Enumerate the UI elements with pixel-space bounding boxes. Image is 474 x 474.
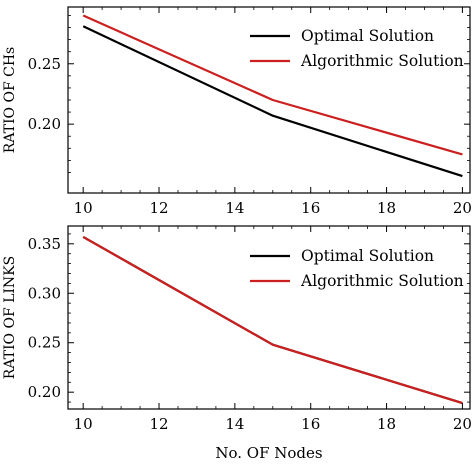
chart-panel-2: 10 12 14 16 18 20 0.20 0.25 0.30 0.35 RATIO OF LIN…: [2, 225, 472, 462]
legend-label-2: Algorithmic Solution: [300, 52, 464, 70]
x-tick-label: 20: [453, 199, 472, 217]
series-line-1: [82, 25, 463, 178]
y-tick-label: 0.20: [28, 115, 61, 133]
x-tick-label: 14: [225, 415, 244, 433]
x-axis-label: No. OF Nodes: [215, 444, 322, 462]
axes-frame: [67, 225, 471, 410]
chart-panel-1: 10 12 14 16 18 20 0.20 0.25 RATIO OF CHs Optimal …: [2, 6, 472, 217]
legend-label-1: Optimal Solution: [301, 247, 434, 265]
x-tick-label: 16: [301, 199, 320, 217]
x-tick-label: 14: [225, 199, 244, 217]
legend: Optimal Solution Algorithmic Solution: [250, 27, 464, 70]
x-tick-label: 16: [301, 415, 320, 433]
x-tick-label: 12: [149, 415, 168, 433]
x-tick-label: 10: [74, 415, 93, 433]
series-line-2: [82, 14, 463, 156]
y-tick-label: 0.25: [28, 334, 61, 352]
series-line-2: [82, 235, 463, 405]
y-tick-label: 0.35: [28, 235, 61, 253]
x-tick-label: 18: [377, 415, 396, 433]
y-tick-label: 0.20: [28, 383, 61, 401]
y-tick-label: 0.30: [28, 284, 61, 302]
legend-label-2: Algorithmic Solution: [300, 272, 464, 290]
legend-label-1: Optimal Solution: [301, 27, 434, 45]
x-tick-label: 10: [74, 199, 93, 217]
y-tick-label: 0.25: [28, 55, 61, 73]
y-axis-label: RATIO OF CHs: [2, 47, 18, 153]
y-axis-label: RATIO OF LINKS: [2, 256, 18, 379]
legend: Optimal Solution Algorithmic Solution: [250, 247, 464, 290]
x-tick-label: 12: [149, 199, 168, 217]
x-tick-label: 18: [377, 199, 396, 217]
x-tick-label: 20: [453, 415, 472, 433]
